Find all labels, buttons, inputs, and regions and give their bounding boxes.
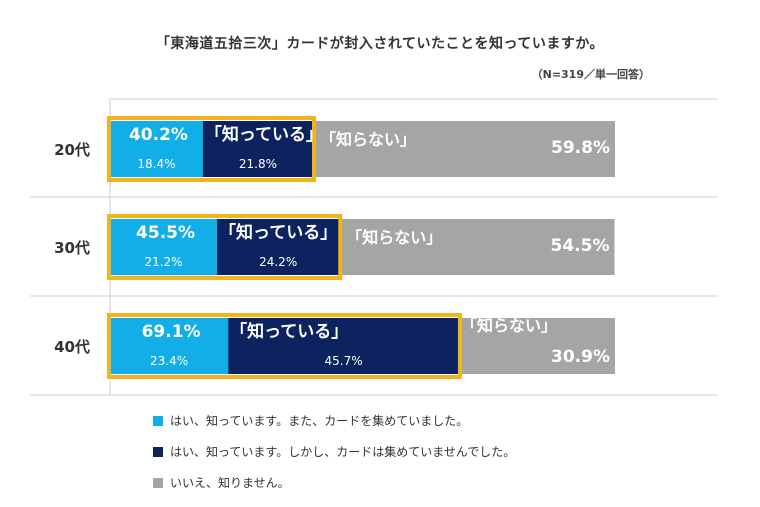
know-total-label-0: 40.2% [129, 125, 188, 145]
value-label-dont-know-0: 59.8% [551, 138, 610, 158]
value-label-collected-1: 21.2% [144, 255, 182, 269]
bar-not-collected-0 [202, 121, 314, 177]
value-label-not-collected-2: 45.7% [325, 354, 363, 368]
value-label-dont-know-1: 54.5% [551, 236, 610, 256]
know-total-label-2: 69.1% [142, 322, 201, 342]
legend-swatch-dont-know [153, 478, 163, 488]
bar-dont-know-1 [339, 219, 615, 275]
highlight-box-0 [107, 116, 317, 182]
chart-title: 「東海道五拾三次」カードが封入されていたことを知っていますか。 [155, 36, 605, 52]
value-label-not-collected-1: 24.2% [259, 255, 297, 269]
value-label-not-collected-0: 21.8% [239, 157, 277, 171]
category-label-1: 30代 [54, 239, 90, 257]
legend-swatch-collected [153, 416, 163, 426]
category-label-2: 40代 [54, 338, 90, 356]
legend-label-not-collected: はい、知っています。しかし、カードは集めていませんでした。 [170, 445, 516, 459]
stacked-bar-chart: 20代 40.2% 「知っている」 18.4% 21.8% 「知らない」 59.8% 30代 4… [30, 98, 718, 396]
dont-know-label-1: 「知らない」 [346, 228, 442, 247]
know-total-label-1: 45.5% [136, 223, 195, 243]
bar-not-collected-2 [228, 318, 459, 374]
know-label-2: 「知っている」 [230, 321, 348, 342]
legend-swatch-not-collected [153, 447, 163, 457]
value-label-collected-0: 18.4% [137, 157, 175, 171]
sample-note: （N=319／単一回答） [531, 68, 650, 81]
dont-know-label-0: 「知らない」 [320, 130, 416, 149]
bar-not-collected-1 [217, 219, 340, 275]
value-label-dont-know-2: 30.9% [551, 347, 610, 367]
highlight-box-1 [107, 214, 343, 280]
bar-collected-1 [110, 219, 218, 275]
bar-collected-0 [110, 121, 203, 177]
category-label-0: 20代 [54, 141, 90, 159]
bar-collected-2 [110, 318, 229, 374]
dont-know-label-2: 「知らない」 [461, 316, 557, 335]
highlight-box-2 [107, 313, 462, 379]
value-label-collected-2: 23.4% [150, 354, 188, 368]
know-label-1: 「知っている」 [219, 222, 337, 243]
know-label-0: 「知っている」 [205, 124, 323, 145]
bar-dont-know-0 [313, 121, 615, 177]
bar-dont-know-2 [458, 318, 615, 374]
legend-label-collected: はい、知っています。また、カードを集めていました。 [170, 414, 469, 428]
legend-label-dont-know: いいえ、知りません。 [170, 476, 290, 490]
